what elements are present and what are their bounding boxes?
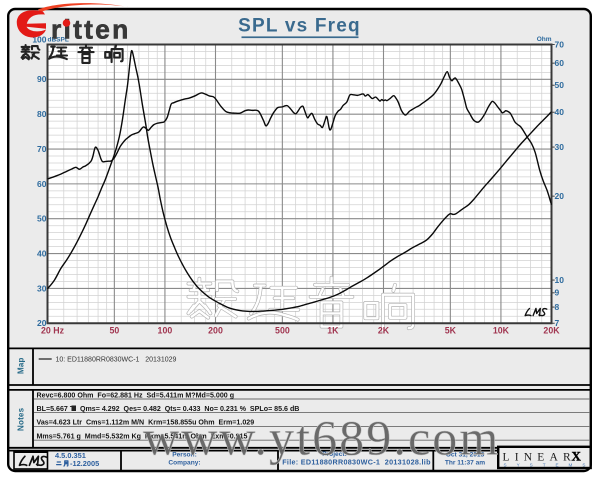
svg-text:1K: 1K [327,326,339,336]
svg-text:8: 8 [555,302,560,312]
svg-text:40: 40 [37,249,47,259]
svg-text:Thr 11:37 am: Thr 11:37 am [445,460,485,467]
svg-text:Oct 31, 2013: Oct 31, 2013 [446,452,485,459]
svg-text:90: 90 [37,74,47,84]
svg-text:Vas=4.623 Ltr Cms=1.112m M/N: Vas=4.623 Ltr Cms=1.112m M/N Krm=158.855… [37,419,255,427]
svg-text:100: 100 [158,326,173,336]
svg-text:20: 20 [555,191,565,201]
svg-text:5K: 5K [445,326,457,336]
svg-text:500: 500 [275,326,290,336]
svg-text:40: 40 [555,107,565,117]
svg-text:10: 10 [555,275,565,285]
svg-text:100: 100 [32,35,46,45]
svg-text:30: 30 [555,142,565,152]
svg-text:50: 50 [110,326,120,336]
svg-text:File: ED11880RR0830WC-1 20131: File: ED11880RR0830WC-1 20131028.lib [282,457,431,466]
svg-text:50: 50 [37,214,47,224]
svg-text:20: 20 [37,318,47,328]
svg-text:4.5.0.351: 4.5.0.351 [55,451,86,460]
svg-text:2K: 2K [378,326,390,336]
svg-text:BL=5.667 T: BL=5.667 T [37,405,75,413]
svg-text:9: 9 [555,288,560,298]
svg-text:70: 70 [555,39,565,49]
svg-text:SPL vs Freq: SPL vs Freq [238,16,361,37]
svg-text:www.yt689.com: www.yt689.com [143,410,500,466]
svg-text:dBSPL: dBSPL [48,37,69,44]
svg-text:7: 7 [555,318,560,328]
svg-text:Company:: Company: [168,459,200,466]
svg-text:10K: 10K [493,326,510,336]
svg-text:Person:: Person: [172,452,197,459]
svg-text:Mms=5.761 g Mmd=5.532m Kg Kx: Mms=5.761 g Mmd=5.532m Kg Kxm=5.541m Ohm… [37,433,248,441]
svg-text:LINEAR: LINEAR [503,451,576,463]
svg-text:20K: 20K [543,326,560,336]
svg-text:-12.2005: -12.2005 [70,459,99,468]
svg-text:Revc=6.800 Ohm Fo=62.881 Hz: Revc=6.800 Ohm Fo=62.881 Hz Sd=5.411m M?… [37,391,235,399]
svg-text:200: 200 [208,326,223,336]
svg-text:60: 60 [37,179,47,189]
svg-text:SYSTEMS: SYSTEMS [504,463,596,468]
svg-text:Qms= 4.292 Qes= 0.482 Qts= 0: Qms= 4.292 Qes= 0.482 Qts= 0.433 No= 0.2… [78,405,299,413]
svg-text:Notes: Notes [17,407,26,431]
svg-text:60: 60 [555,58,565,68]
svg-text:Project:: Project: [322,451,347,458]
svg-text:ritten: ritten [51,15,130,45]
svg-text:50: 50 [555,80,565,90]
svg-text:10: ED11880RR0830WC-1 201310: 10: ED11880RR0830WC-1 20131029 [56,356,177,363]
svg-text:Ohm: Ohm [537,36,552,43]
svg-text:20 Hz: 20 Hz [41,326,65,336]
svg-text:80: 80 [37,109,47,119]
svg-text:Map: Map [17,357,26,374]
svg-text:70: 70 [37,144,47,154]
svg-text:X: X [572,449,582,464]
svg-text:30: 30 [37,283,47,293]
